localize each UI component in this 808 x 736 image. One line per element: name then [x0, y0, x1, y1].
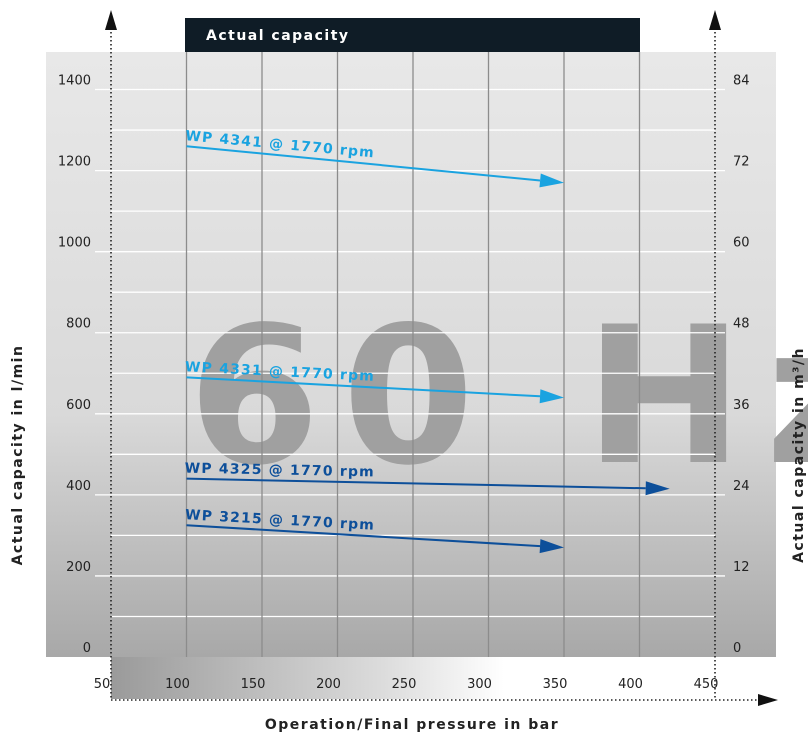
x-tick-label: 150 [241, 677, 266, 692]
plot-area [46, 52, 776, 657]
x-tick-label: 200 [316, 677, 341, 692]
series-arrowhead [645, 481, 670, 496]
x-tick-label: 350 [543, 677, 568, 692]
y-left-tick-label: 1400 [58, 74, 91, 89]
x-axis-title: Operation/Final pressure in bar [265, 717, 559, 733]
chart-header: Actual capacity [206, 28, 350, 44]
x-tick-label: 250 [392, 677, 417, 692]
y-right-tick-label: 60 [733, 236, 750, 251]
x-tick-labels: 50 100 150 200 250 300 350 400 450 [94, 677, 719, 692]
x-tick-label: 450 [694, 677, 719, 692]
y-left-tick-label: 0 [83, 641, 91, 656]
right-tick-labels: 0 12 24 36 48 60 72 84 [733, 74, 750, 656]
x-tick-label: 300 [467, 677, 492, 692]
left-axis-arrowhead [105, 10, 117, 30]
series-label: WP 4325 @ 1770 rpm [185, 461, 376, 481]
y-left-tick-label: 400 [66, 479, 91, 494]
y-left-tick-label: 1000 [58, 236, 91, 251]
series-arrowhead [539, 173, 564, 188]
y-left-tick-label: 600 [66, 398, 91, 413]
y-right-tick-label: 12 [733, 560, 750, 575]
frequency-watermark: 60 Hz [188, 286, 808, 507]
left-tick-labels: 0 200 400 600 800 1000 1200 1400 [58, 74, 91, 656]
series-line [186, 524, 541, 548]
series-line [186, 376, 541, 398]
bottom-axis-arrowhead [758, 694, 778, 706]
series-line [186, 477, 646, 490]
y-axis-left-title: Actual capacity in l/min [10, 345, 26, 566]
x-tick-label: 100 [165, 677, 190, 692]
y-right-tick-label: 36 [733, 398, 750, 413]
x-tick-label: 50 [94, 677, 111, 692]
right-axis-arrowhead [709, 10, 721, 30]
header-bar [185, 18, 640, 52]
y-right-tick-label: 0 [733, 641, 741, 656]
vertical-gridlines [185, 52, 641, 657]
y-right-tick-label: 24 [733, 479, 750, 494]
y-right-tick-label: 84 [733, 74, 750, 89]
series-arrowhead [539, 389, 564, 404]
x-tick-label: 400 [618, 677, 643, 692]
y-left-tick-label: 200 [66, 560, 91, 575]
y-right-tick-label: 72 [733, 155, 750, 170]
series-line [186, 145, 541, 182]
x-axis-band [111, 657, 716, 699]
y-right-tick-label: 48 [733, 317, 750, 332]
y-axis-right-title: Actual capacity in m³/h [791, 347, 807, 563]
y-left-tick-label: 800 [66, 317, 91, 332]
series-arrowhead [539, 539, 564, 554]
y-left-tick-label: 1200 [58, 155, 91, 170]
